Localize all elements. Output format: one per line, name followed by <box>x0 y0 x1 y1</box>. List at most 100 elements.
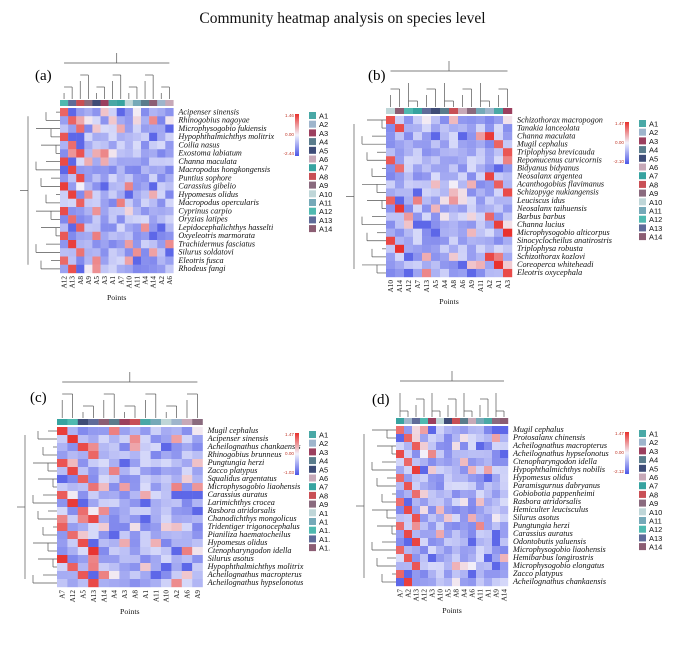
heatmap-cell <box>100 124 109 133</box>
species-label: Hypomesus olidus <box>512 473 573 482</box>
heatmap-cell <box>444 466 453 475</box>
heatmap-cell <box>396 474 405 483</box>
heatmap-cell <box>161 483 172 492</box>
heatmap-cell <box>77 531 89 540</box>
heatmap-cell <box>431 140 441 149</box>
species-label: Macropodus opercularis <box>177 198 259 207</box>
heatmap-cell <box>192 515 203 524</box>
heatmap-cell <box>88 483 99 492</box>
heatmap-cell <box>60 207 69 216</box>
heatmap-cells <box>57 427 203 588</box>
heatmap-cell <box>412 562 421 571</box>
heatmap-cell <box>492 538 501 547</box>
heatmap-cell <box>129 499 141 508</box>
colorbar-tick: 0.00 <box>285 132 294 137</box>
heatmap-cell <box>77 547 89 556</box>
heatmap-cell <box>157 124 166 133</box>
heatmap-cell <box>467 236 477 245</box>
group-strip-cell <box>492 418 501 424</box>
heatmap-cell <box>436 458 445 467</box>
heatmap-cell <box>413 140 423 149</box>
heatmap-cell <box>422 156 432 165</box>
heatmap-cell <box>503 156 513 165</box>
heatmap-cell <box>84 198 93 208</box>
species-label: Pianiliza haematocheilus <box>207 530 291 539</box>
heatmap-cell <box>413 244 423 254</box>
species-label: Triplophysa robusta <box>517 244 583 253</box>
heatmap-cell <box>157 256 166 265</box>
legend-swatch <box>639 508 646 516</box>
heatmap-cell <box>141 157 150 166</box>
heatmap-cell <box>124 264 134 274</box>
heatmap-cell <box>460 514 469 523</box>
heatmap-cell <box>124 248 134 257</box>
heatmap-cell <box>440 132 450 141</box>
heatmap-cell <box>476 530 485 539</box>
species-label: Eleotris fusca <box>177 256 223 265</box>
heatmap-cell <box>413 148 423 157</box>
heatmap-cell <box>84 215 93 224</box>
heatmap-cell <box>503 116 513 125</box>
heatmap-cell <box>386 180 396 189</box>
heatmap-cell <box>57 515 68 524</box>
heatmap-cell <box>436 474 445 483</box>
heatmap-cell <box>98 531 110 540</box>
heatmap-cell <box>140 491 151 500</box>
heatmap-cell <box>108 116 117 125</box>
heatmap-cell <box>157 132 166 142</box>
heatmap-cell <box>161 523 172 532</box>
x-tick-label: A10 <box>125 276 133 289</box>
heatmap-cell <box>171 571 182 580</box>
heatmap-cell <box>467 180 477 189</box>
heatmap-cell <box>129 483 141 492</box>
heatmap-cell <box>428 538 437 547</box>
heatmap-cell <box>181 507 193 516</box>
x-tick-label: A9 <box>194 590 202 599</box>
heatmap-cell <box>124 231 134 241</box>
heatmap-cell <box>395 244 405 254</box>
heatmap-cell <box>100 149 109 158</box>
heatmap-cell <box>404 228 414 237</box>
heatmap-cell <box>444 426 453 435</box>
heatmap-cell <box>485 220 495 229</box>
legend-label: A1. <box>319 544 330 553</box>
heatmap-cell <box>476 426 485 435</box>
heatmap-cell <box>420 434 429 443</box>
heatmap-cell <box>76 207 85 216</box>
heatmap-cell <box>129 475 141 484</box>
x-tick-label: A1 <box>142 590 150 599</box>
heatmap-cell <box>76 182 85 191</box>
heatmap-cell <box>88 491 99 500</box>
heatmap-cell <box>404 124 414 133</box>
heatmap-cell <box>109 467 120 476</box>
x-tick-label: A3 <box>121 590 129 599</box>
heatmap-cell <box>161 435 172 444</box>
legend-label: A9 <box>319 181 328 190</box>
heatmap-cell <box>449 196 459 205</box>
heatmap-cell <box>129 579 141 588</box>
heatmap-cell <box>404 212 414 221</box>
group-strip-cell <box>57 419 68 425</box>
heatmap-cell <box>88 531 99 540</box>
heatmap-cell <box>77 483 89 492</box>
heatmap-cell <box>444 538 453 547</box>
group-strip-cell <box>412 418 421 424</box>
heatmap-cell <box>109 547 120 556</box>
colorbar-tick: -2.44 <box>284 151 295 156</box>
group-strip-cell <box>444 418 453 424</box>
group-strip-cell <box>404 108 414 114</box>
heatmap-cell <box>428 546 437 555</box>
heatmap-cell <box>116 124 125 133</box>
heatmap-cell <box>492 578 501 587</box>
heatmap-cell <box>76 256 85 265</box>
heatmap-cell <box>386 252 396 262</box>
heatmap-cell <box>171 483 182 492</box>
heatmap-cell <box>141 264 150 274</box>
heatmap-cell <box>181 451 193 460</box>
species-label: Puntius sophore <box>177 173 232 182</box>
heatmap-cell <box>68 248 77 257</box>
heatmap-cell <box>132 215 142 224</box>
heatmap-cell <box>413 236 423 245</box>
heatmap-cell <box>124 141 134 150</box>
heatmap-cell <box>92 108 101 117</box>
